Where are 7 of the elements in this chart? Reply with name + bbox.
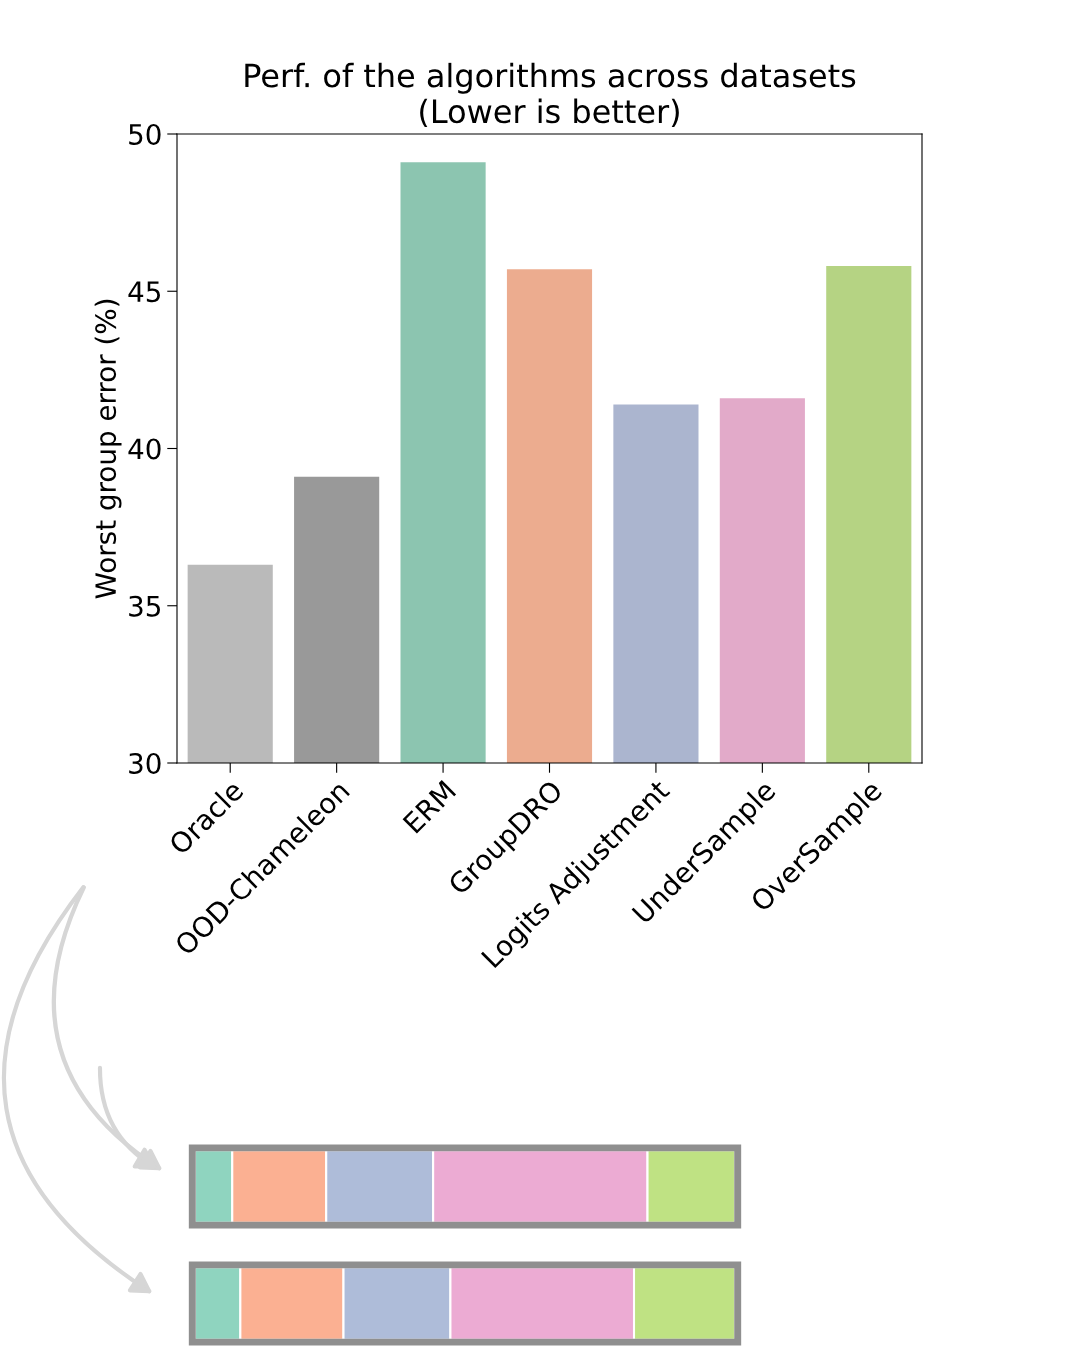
y-tick-label: 40 <box>128 438 161 460</box>
y-tick-label: 30 <box>129 752 161 774</box>
y-tick-label: 50 <box>129 123 161 145</box>
chart-title: Perf. of the algorithms across datasets (Lower is better) <box>245 62 856 128</box>
y-tick-label: 45 <box>128 281 160 303</box>
y-tick-label: 35 <box>129 595 160 617</box>
y-axis-title: Worst group error (%) <box>94 299 122 599</box>
